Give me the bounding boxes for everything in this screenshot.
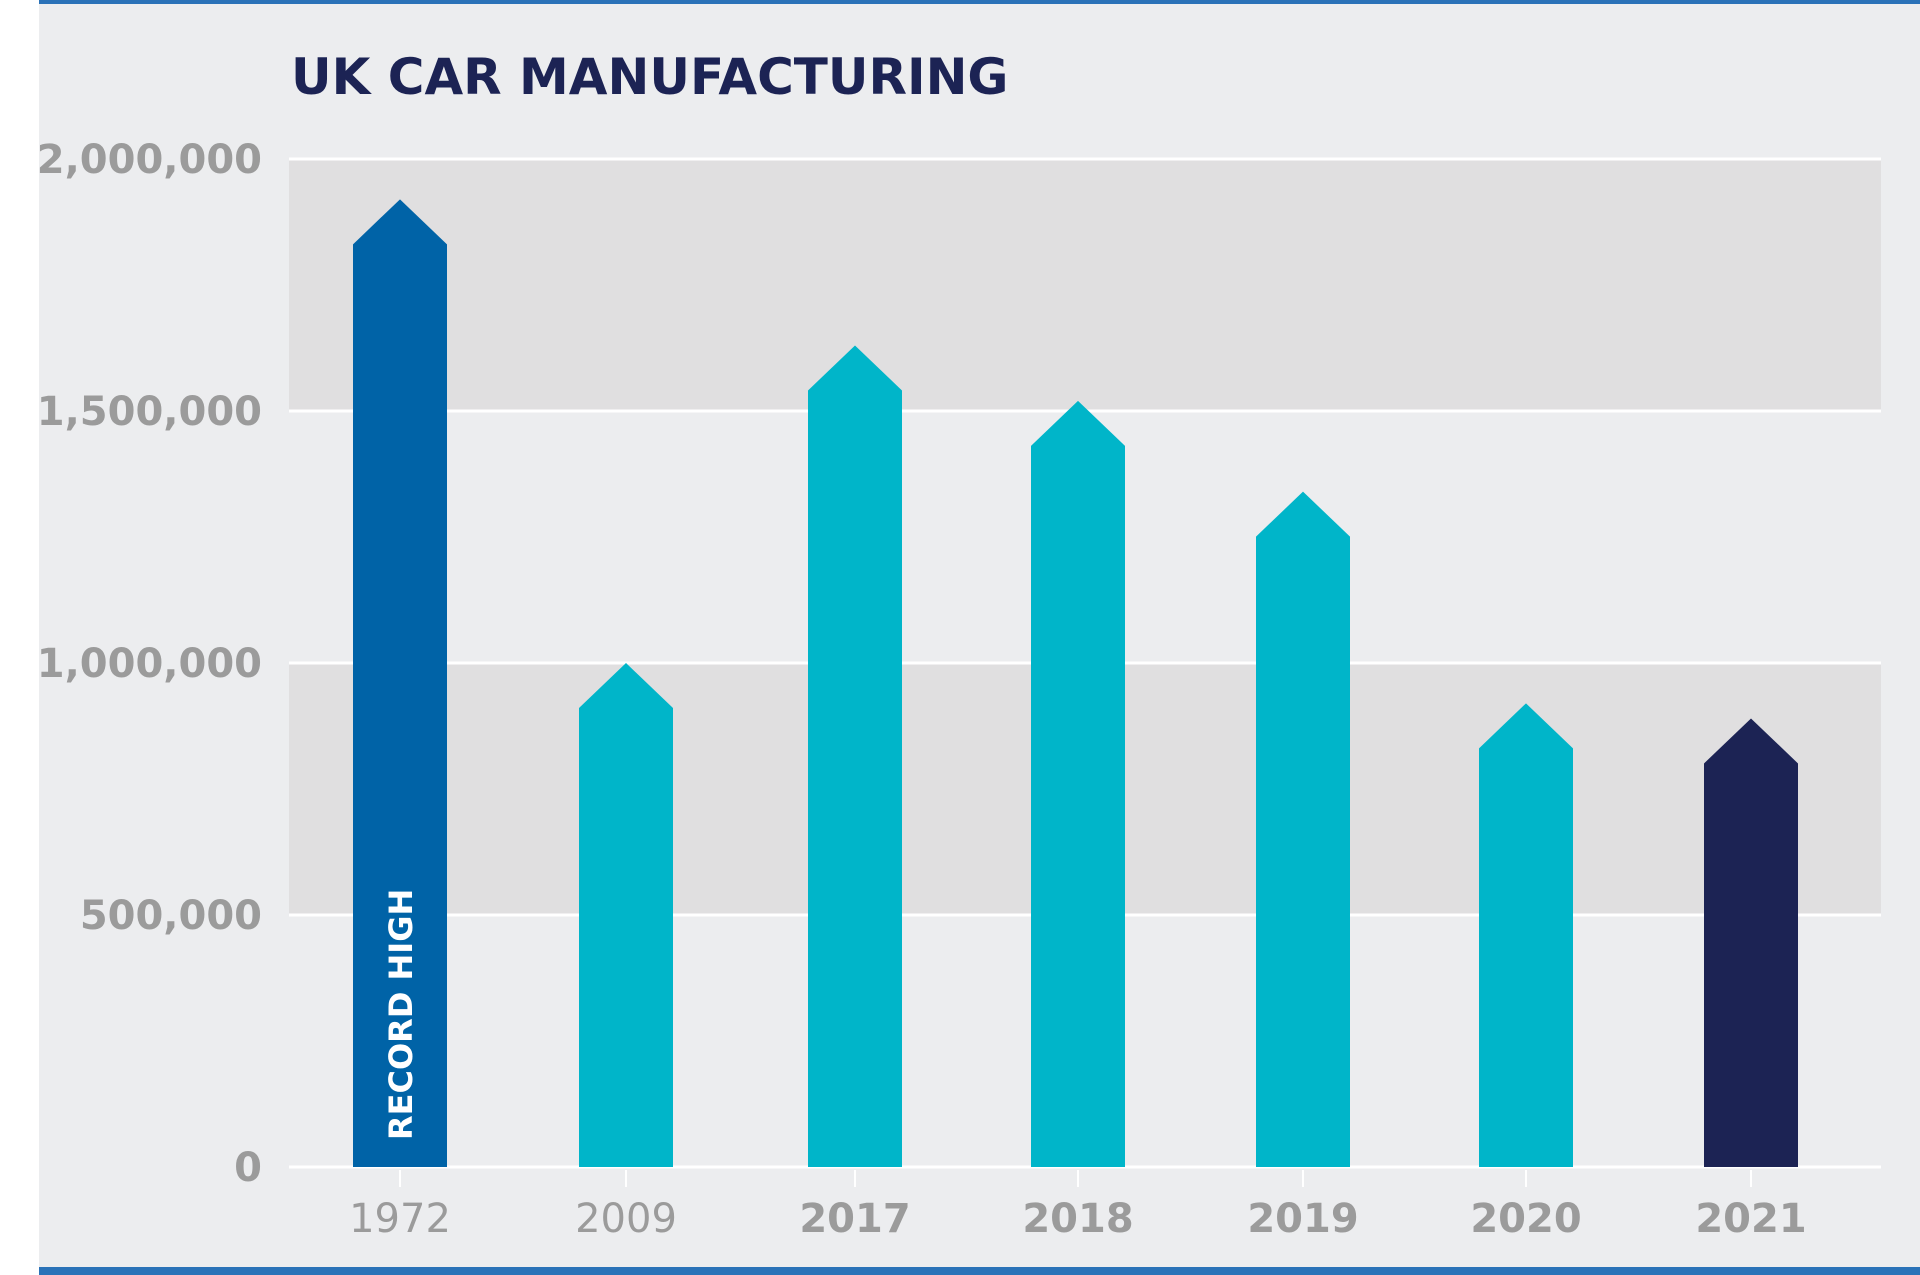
top-rule bbox=[39, 0, 1920, 4]
x-tick-label: 2009 bbox=[575, 1196, 677, 1242]
bar-2018 bbox=[1031, 400, 1125, 1167]
bottom-rule bbox=[39, 1267, 1920, 1275]
y-tick-label: 1,000,000 bbox=[37, 641, 262, 687]
x-tick-label: 2017 bbox=[799, 1196, 910, 1242]
x-tick-label: 2020 bbox=[1470, 1196, 1581, 1242]
x-tick-label: 2018 bbox=[1022, 1196, 1133, 1242]
bar-2019 bbox=[1256, 491, 1350, 1167]
bar-1972 bbox=[353, 199, 447, 1167]
bars: RECORD HIGH bbox=[353, 199, 1798, 1168]
chart-title: UK CAR MANUFACTURING bbox=[291, 48, 1008, 106]
x-tick-label: 2021 bbox=[1695, 1196, 1806, 1242]
y-tick-label: 0 bbox=[234, 1145, 262, 1191]
bar-2017 bbox=[808, 345, 902, 1168]
x-axis: 1972 2009 2017 2018 2019 2020 2021 bbox=[349, 1170, 1807, 1242]
bar-2021 bbox=[1704, 718, 1798, 1167]
x-tick-label: 2019 bbox=[1247, 1196, 1358, 1242]
y-tick-label: 500,000 bbox=[80, 893, 262, 939]
bands bbox=[289, 159, 1881, 915]
y-tick-label: 2,000,000 bbox=[37, 137, 262, 183]
bar-2020 bbox=[1479, 703, 1573, 1167]
y-axis: 0 500,000 1,000,000 1,500,000 2,000,000 bbox=[37, 137, 262, 1191]
band bbox=[289, 159, 1881, 411]
annotation-record-high: RECORD HIGH bbox=[382, 889, 420, 1140]
x-tick-label: 1972 bbox=[349, 1196, 451, 1242]
y-tick-label: 1,500,000 bbox=[37, 389, 262, 435]
bar-2009 bbox=[579, 663, 673, 1167]
